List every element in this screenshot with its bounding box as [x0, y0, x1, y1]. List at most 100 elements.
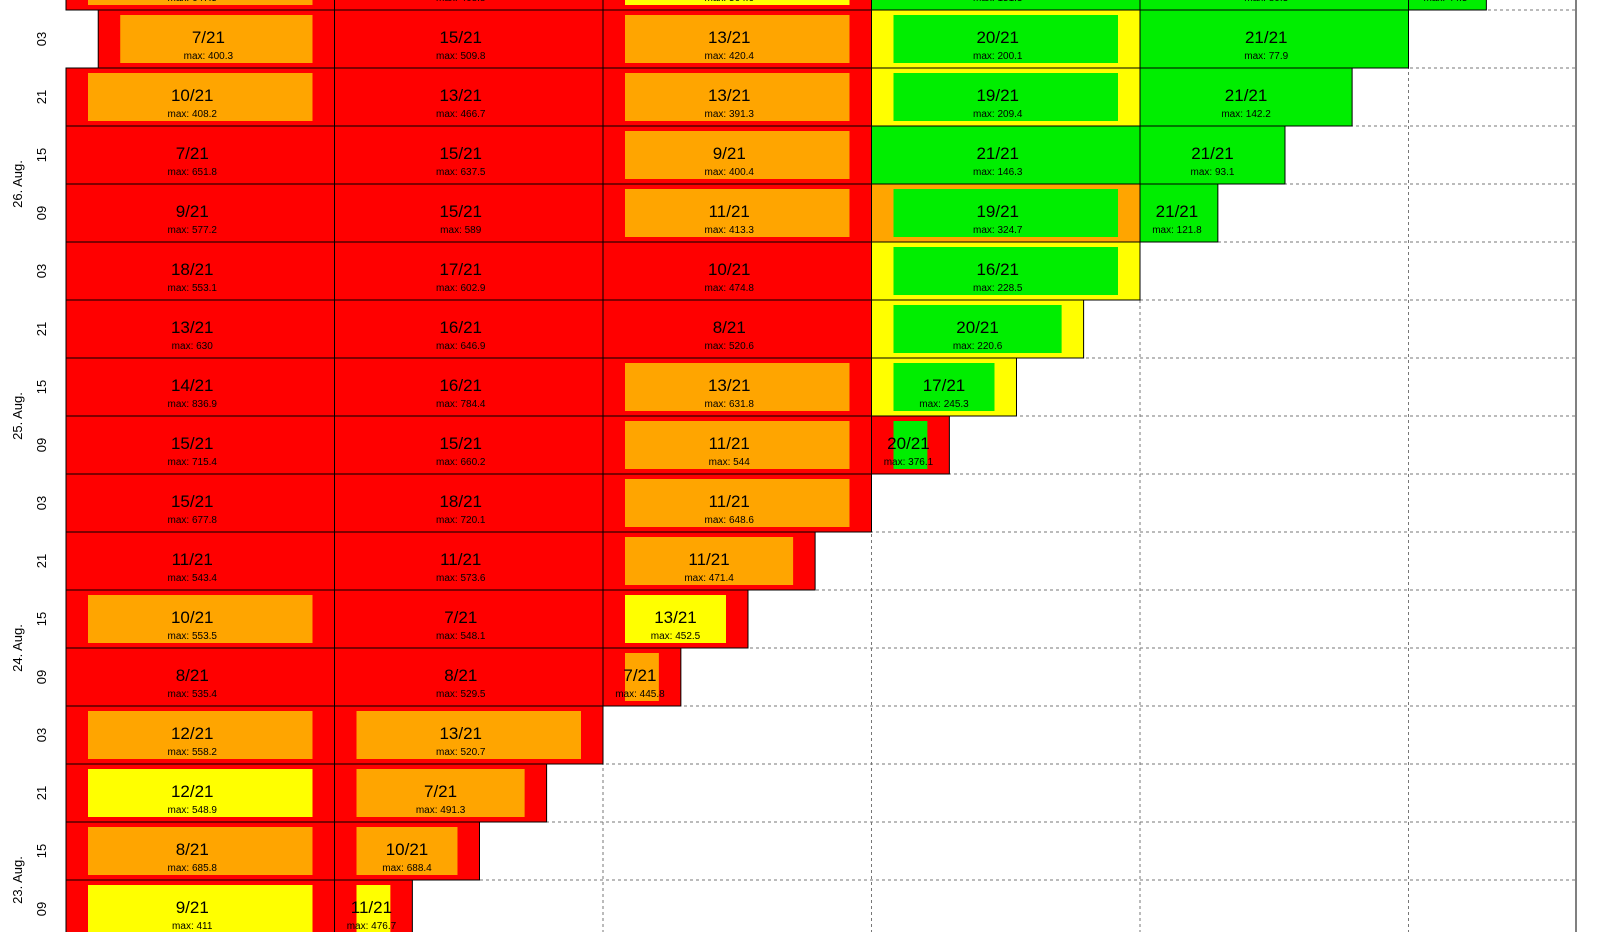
- y-tick-hour: 09: [34, 206, 49, 220]
- heatmap-cell: 12/21 max: 548.9: [65, 763, 335, 823]
- cell-count-label: 15/21: [439, 202, 482, 221]
- cell-count-label: 21/21: [1225, 86, 1268, 105]
- heatmap-cell: 18/21 max: 720.1: [334, 473, 604, 533]
- cell-max-label: max: 400.4: [705, 167, 755, 178]
- cell-outer-rect: [1139, 183, 1219, 243]
- cell-outer-rect: [334, 357, 604, 417]
- cell-max-label: max: 558.2: [168, 747, 218, 758]
- cell-count-label: 7/21: [176, 144, 209, 163]
- cell-max-label: max: 543.4: [168, 573, 218, 584]
- cell-outer-rect: [334, 473, 604, 533]
- cell-outer-rect: [1139, 9, 1409, 69]
- cell-max-label: max: 324.7: [973, 225, 1023, 236]
- heatmap-cell: 16/21 max: 228.5: [871, 241, 1141, 301]
- heatmap-cell: 11/21 max: 471.4: [602, 531, 816, 591]
- cell-count-label: 18/21: [171, 260, 214, 279]
- cell-inner-rect: [893, 421, 928, 469]
- heatmap-cell: max: 564.6: [602, 0, 872, 11]
- cell-outer-rect: [334, 125, 604, 185]
- cell-max-label: max: 520.7: [436, 747, 486, 758]
- cell-max-label: max: 720.1: [436, 515, 486, 526]
- cell-inner-rect: [625, 421, 850, 469]
- heatmap-cell: 21/21 max: 121.8: [1139, 183, 1219, 243]
- cell-count-label: 21/21: [1191, 144, 1234, 163]
- y-tick-hour: 03: [34, 32, 49, 46]
- cell-outer-rect: [65, 241, 335, 301]
- heatmap-cell: 19/21 max: 209.4: [871, 67, 1141, 127]
- heatmap-cell: 15/21 max: 589: [334, 183, 604, 243]
- cell-count-label: 15/21: [439, 144, 482, 163]
- cell-max-label: max: 520.6: [705, 341, 755, 352]
- heatmap-cell: 8/21 max: 529.5: [334, 647, 604, 707]
- cell-outer-rect: [602, 299, 872, 359]
- cell-inner-rect: [625, 189, 850, 237]
- cell-max-label: max: 420.4: [705, 51, 755, 62]
- cell-count-label: 11/21: [440, 550, 481, 569]
- cell-inner-rect: [88, 769, 313, 817]
- cell-max-label: max: 589: [440, 225, 482, 236]
- cell-count-label: 10/21: [171, 608, 214, 627]
- heatmap-cell: 16/21 max: 646.9: [334, 299, 604, 359]
- cell-inner-rect: [356, 711, 581, 759]
- cell-max-label: max: 220.6: [953, 341, 1003, 352]
- y-tick-day: 24. Aug.: [10, 624, 25, 672]
- heatmap-cell: 15/21 max: 637.5: [334, 125, 604, 185]
- heatmap-cell: 21/21 max: 146.3: [871, 125, 1141, 185]
- cell-inner-rect: [893, 15, 1118, 63]
- cell-max-label: max: 121.8: [1152, 225, 1202, 236]
- cell-max-label: max: 573.6: [436, 573, 486, 584]
- cell-max-label: max: 836.9: [168, 399, 218, 410]
- cell-max-label: max: 630: [172, 341, 214, 352]
- heatmap-cell: 7/21 max: 400.3: [97, 9, 335, 69]
- heatmap-cell: 7/21 max: 651.8: [65, 125, 335, 185]
- heatmap-cell: 20/21 max: 220.6: [871, 299, 1085, 359]
- cell-max-label: max: 413.3: [705, 225, 755, 236]
- heatmap-cell: 21/21 max: 93.1: [1139, 125, 1286, 185]
- cell-max-label: max: 577.2: [168, 225, 218, 236]
- cell-max-label: max: 529.5: [436, 689, 486, 700]
- cell-count-label: 10/21: [386, 840, 429, 859]
- cell-max-label: max: 474.8: [705, 283, 755, 294]
- y-tick-hour: 09: [34, 902, 49, 916]
- heatmap-cell: max: 80.3: [1139, 0, 1409, 11]
- cell-outer-rect: [65, 125, 335, 185]
- cell-count-label: 10/21: [708, 260, 751, 279]
- cell-max-label: max: 651.8: [168, 167, 218, 178]
- heatmap-cell: 11/21 max: 648.6: [602, 473, 872, 533]
- cell-inner-rect: [625, 0, 850, 5]
- cell-outer-rect: [334, 589, 604, 649]
- cell-inner-rect: [88, 595, 313, 643]
- y-tick-hour: 21: [34, 322, 49, 336]
- heatmap-cell: 12/21 max: 558.2: [65, 705, 335, 765]
- cell-count-label: 19/21: [976, 202, 1019, 221]
- cell-inner-rect: [625, 479, 850, 527]
- heatmap-cell: 13/21 max: 631.8: [602, 357, 872, 417]
- cell-max-label: max: 146.3: [973, 167, 1023, 178]
- cell-max-label: max: 391.3: [705, 109, 755, 120]
- cell-max-label: max: 44.5: [1423, 0, 1467, 4]
- cell-max-label: max: 245.3: [919, 399, 969, 410]
- heatmap-cell: 18/21 max: 553.1: [65, 241, 335, 301]
- heatmap-cell: 14/21 max: 836.9: [65, 357, 335, 417]
- heatmap-cell: 7/21 max: 445.8: [602, 647, 682, 707]
- cell-count-label: 19/21: [976, 86, 1019, 105]
- heatmap-cell: max: 647.5: [65, 0, 335, 11]
- cell-max-label: max: 408.2: [168, 109, 218, 120]
- cell-outer-rect: [1139, 125, 1286, 185]
- heatmap-cell: 11/21 max: 413.3: [602, 183, 872, 243]
- cell-count-label: 7/21: [424, 782, 457, 801]
- cell-max-label: max: 646.9: [436, 341, 486, 352]
- heatmap-cell: 10/21 max: 408.2: [65, 67, 335, 127]
- cell-count-label: 11/21: [351, 898, 392, 917]
- cell-count-label: 20/21: [956, 318, 999, 337]
- cell-count-label: 13/21: [708, 28, 751, 47]
- heatmap-cell: 11/21 max: 476.7: [334, 879, 413, 932]
- cell-count-label: 15/21: [439, 28, 482, 47]
- cell-outer-rect: [334, 241, 604, 301]
- heatmap-cell: 19/21 max: 324.7: [871, 183, 1141, 243]
- cell-count-label: 8/21: [713, 318, 746, 337]
- heatmap-cell: 11/21 max: 573.6: [334, 531, 604, 591]
- y-tick-hour: 03: [34, 264, 49, 278]
- cell-max-label: max: 548.1: [436, 631, 486, 642]
- cell-count-label: 8/21: [176, 666, 209, 685]
